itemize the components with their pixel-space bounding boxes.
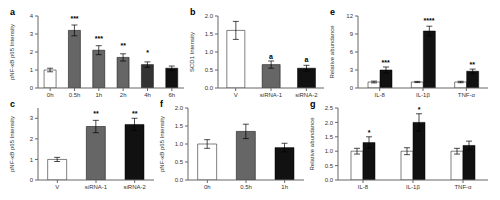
svg-text:IL-8: IL-8: [374, 92, 385, 98]
svg-text:0: 0: [350, 85, 354, 91]
svg-text:IL-1β: IL-1β: [406, 184, 420, 190]
svg-text:2: 2: [30, 136, 34, 142]
svg-text:SCD1 Intensity: SCD1 Intensity: [189, 32, 195, 72]
svg-text:IL-1β: IL-1β: [416, 92, 430, 98]
svg-text:2.0: 2.0: [175, 105, 184, 111]
svg-text:***: ***: [382, 59, 390, 66]
svg-text:2h: 2h: [120, 92, 127, 98]
svg-text:1.5: 1.5: [325, 134, 334, 140]
html-text:g: g: [310, 99, 316, 109]
svg-text:0.0: 0.0: [325, 177, 334, 183]
svg-text:*: *: [146, 49, 149, 56]
svg-text:0: 0: [30, 177, 34, 183]
svg-text:0.0: 0.0: [205, 85, 214, 91]
svg-text:a: a: [269, 53, 273, 60]
svg-text:2.0: 2.0: [205, 13, 214, 19]
svg-text:0: 0: [30, 85, 34, 91]
svg-text:**: **: [93, 110, 99, 117]
svg-text:**: **: [120, 42, 126, 49]
svg-text:1h: 1h: [95, 92, 102, 98]
svg-text:1: 1: [30, 157, 34, 163]
svg-text:1: 1: [30, 67, 34, 73]
svg-text:2.5: 2.5: [325, 105, 334, 111]
svg-text:0.5: 0.5: [175, 159, 184, 165]
svg-text:IL-8: IL-8: [358, 184, 369, 190]
svg-text:3: 3: [30, 31, 34, 37]
svg-text:1.0: 1.0: [175, 141, 184, 147]
svg-text:0h: 0h: [204, 184, 211, 190]
svg-text:siRNA-1: siRNA-1: [260, 92, 283, 98]
html-text:f: f: [160, 99, 163, 109]
svg-text:V: V: [234, 92, 238, 98]
svg-text:3: 3: [350, 67, 354, 73]
svg-text:pNF-κB p65 Intensity: pNF-κB p65 Intensity: [159, 116, 165, 172]
svg-text:*: *: [418, 106, 421, 113]
svg-text:6: 6: [350, 49, 354, 55]
svg-text:****: ****: [424, 17, 435, 24]
svg-text:siRNA-2: siRNA-2: [123, 184, 146, 190]
svg-text:4h: 4h: [144, 92, 151, 98]
svg-text:0.0: 0.0: [175, 177, 184, 183]
svg-text:1.0: 1.0: [325, 148, 334, 154]
svg-text:a: a: [304, 56, 308, 63]
svg-text:2: 2: [30, 49, 34, 55]
html-text:b: b: [190, 7, 196, 17]
svg-text:siRNA-1: siRNA-1: [85, 184, 108, 190]
svg-text:0h: 0h: [47, 92, 54, 98]
svg-text:**: **: [132, 110, 138, 117]
svg-text:6h: 6h: [168, 92, 175, 98]
svg-text:12: 12: [346, 13, 353, 19]
html-text:a: a: [10, 7, 15, 17]
svg-text:4: 4: [30, 13, 34, 19]
svg-text:pNF-κB p65 Intensity: pNF-κB p65 Intensity: [9, 116, 15, 172]
svg-text:***: ***: [95, 35, 103, 42]
svg-text:1h: 1h: [281, 184, 288, 190]
svg-text:TNF-α: TNF-α: [458, 92, 476, 98]
svg-text:1.0: 1.0: [205, 49, 214, 55]
svg-text:0.5: 0.5: [325, 163, 334, 169]
svg-text:**: **: [470, 61, 476, 68]
svg-text:9: 9: [350, 31, 354, 37]
svg-text:0.5h: 0.5h: [69, 92, 81, 98]
svg-text:0.5: 0.5: [205, 67, 214, 73]
svg-text:pNF-κB p65 Intensity: pNF-κB p65 Intensity: [9, 24, 15, 80]
svg-text:V: V: [55, 184, 59, 190]
svg-text:Relative abundance: Relative abundance: [329, 25, 335, 79]
svg-text:Relative abundance: Relative abundance: [309, 117, 315, 171]
svg-text:TNF-α: TNF-α: [454, 184, 472, 190]
svg-text:siRNA-2: siRNA-2: [295, 92, 318, 98]
svg-text:2.0: 2.0: [325, 120, 334, 126]
svg-text:***: ***: [70, 15, 78, 22]
html-text:e: e: [330, 7, 335, 17]
svg-text:1.5: 1.5: [175, 123, 184, 129]
svg-text:3: 3: [30, 115, 34, 121]
svg-text:1.5: 1.5: [205, 31, 214, 37]
svg-text:0.5h: 0.5h: [240, 184, 252, 190]
html-text:c: c: [10, 99, 15, 109]
svg-text:*: *: [368, 129, 371, 136]
